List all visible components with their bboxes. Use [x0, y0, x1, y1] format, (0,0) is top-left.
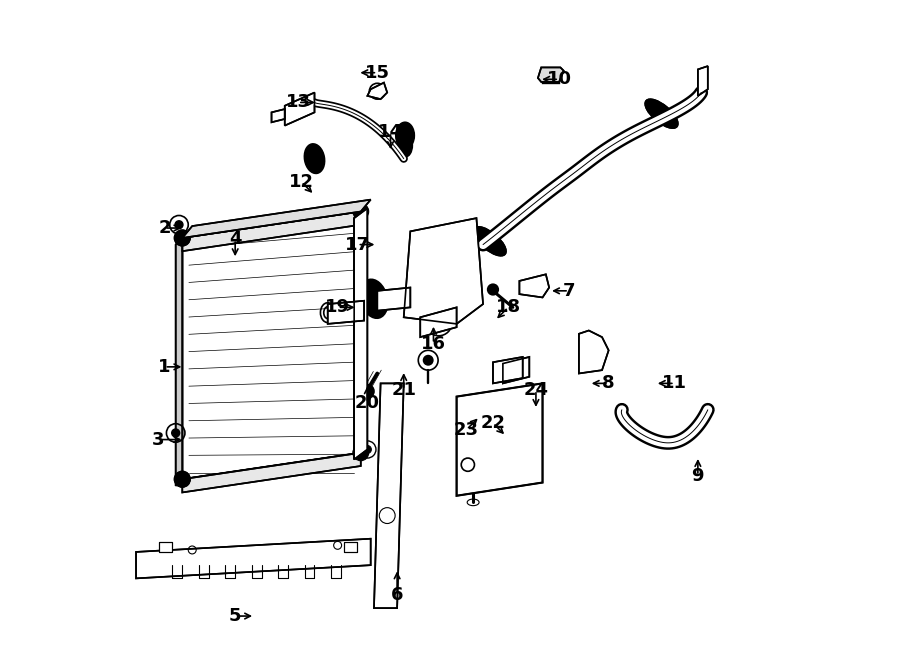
Polygon shape — [272, 109, 284, 122]
Polygon shape — [355, 208, 367, 459]
Ellipse shape — [360, 280, 388, 318]
Text: 12: 12 — [289, 173, 314, 191]
Text: 7: 7 — [562, 282, 575, 300]
Polygon shape — [183, 453, 361, 492]
Text: 2: 2 — [158, 219, 171, 237]
Polygon shape — [456, 383, 543, 496]
Polygon shape — [579, 330, 608, 373]
Text: 21: 21 — [392, 381, 416, 399]
Polygon shape — [183, 212, 361, 251]
Circle shape — [179, 235, 185, 241]
Circle shape — [353, 445, 369, 461]
Text: 5: 5 — [229, 607, 241, 625]
Polygon shape — [374, 383, 404, 608]
Text: 9: 9 — [691, 467, 704, 485]
Polygon shape — [367, 83, 387, 99]
Ellipse shape — [304, 144, 325, 173]
Polygon shape — [355, 212, 361, 459]
Text: 14: 14 — [378, 123, 403, 141]
Ellipse shape — [396, 122, 414, 149]
Circle shape — [361, 385, 374, 398]
Text: 16: 16 — [421, 334, 446, 353]
Polygon shape — [183, 200, 371, 238]
Polygon shape — [543, 69, 559, 83]
Polygon shape — [176, 238, 183, 486]
Text: 15: 15 — [364, 63, 390, 82]
Polygon shape — [420, 307, 456, 337]
Text: 20: 20 — [355, 394, 380, 412]
Ellipse shape — [398, 134, 412, 157]
Polygon shape — [538, 67, 563, 82]
Circle shape — [175, 230, 190, 246]
Polygon shape — [377, 288, 410, 311]
Ellipse shape — [645, 99, 678, 128]
Circle shape — [175, 471, 190, 487]
Text: 11: 11 — [662, 374, 688, 393]
Text: 4: 4 — [229, 230, 241, 249]
Text: 19: 19 — [325, 298, 350, 317]
Text: 18: 18 — [496, 298, 521, 317]
Circle shape — [364, 446, 372, 453]
Text: 24: 24 — [524, 381, 548, 399]
Polygon shape — [284, 93, 314, 126]
Text: 6: 6 — [391, 586, 403, 604]
Circle shape — [172, 429, 180, 437]
Polygon shape — [159, 542, 173, 552]
Text: 22: 22 — [481, 414, 506, 432]
Circle shape — [488, 284, 499, 295]
Circle shape — [179, 476, 185, 483]
Text: 1: 1 — [158, 358, 171, 376]
Text: 10: 10 — [546, 70, 572, 89]
Circle shape — [353, 204, 369, 219]
Polygon shape — [519, 274, 549, 297]
Polygon shape — [136, 539, 371, 578]
Polygon shape — [183, 212, 361, 479]
Polygon shape — [698, 66, 707, 96]
Text: 3: 3 — [151, 430, 164, 449]
Polygon shape — [344, 542, 357, 552]
Text: 8: 8 — [602, 374, 615, 393]
Circle shape — [424, 356, 433, 365]
Text: 13: 13 — [285, 93, 310, 112]
Circle shape — [175, 221, 183, 229]
Circle shape — [544, 69, 557, 83]
Polygon shape — [493, 357, 523, 383]
Ellipse shape — [473, 227, 506, 256]
Polygon shape — [503, 357, 529, 383]
Polygon shape — [404, 218, 483, 324]
Polygon shape — [328, 301, 364, 324]
Text: 23: 23 — [454, 420, 479, 439]
Text: 17: 17 — [345, 235, 370, 254]
